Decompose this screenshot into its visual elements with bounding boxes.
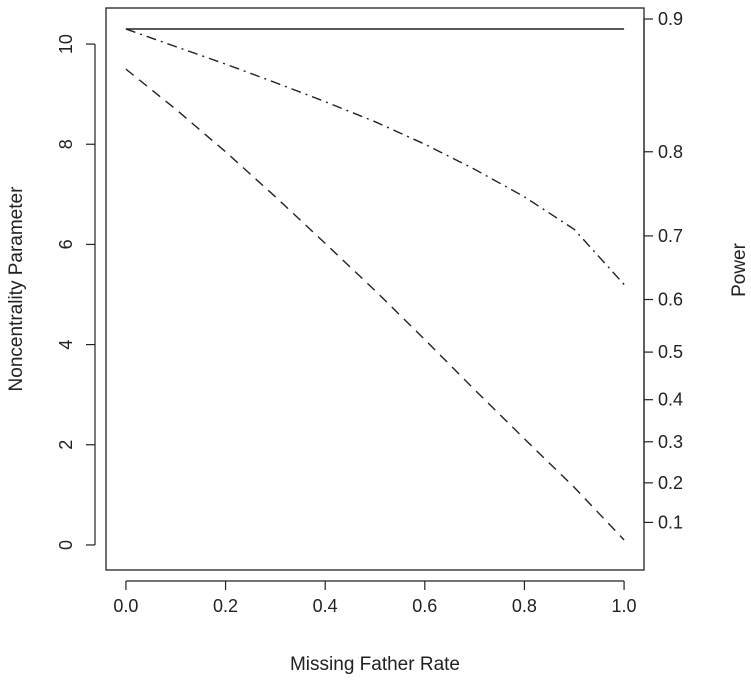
- x-tick-label: 0.4: [313, 596, 338, 616]
- y-tick-label: 4: [56, 340, 76, 350]
- right-tick-label: 0.1: [658, 512, 683, 532]
- y-tick-label: 10: [56, 34, 76, 54]
- x-axis-title: Missing Father Rate: [290, 654, 460, 675]
- x-tick-label: 0.0: [113, 596, 138, 616]
- right-tick-label: 0.2: [658, 473, 683, 493]
- x-tick-label: 0.6: [412, 596, 437, 616]
- y-tick-label: 2: [56, 440, 76, 450]
- right-tick-label: 0.5: [658, 342, 683, 362]
- x-tick-label: 0.8: [512, 596, 537, 616]
- right-tick-label: 0.4: [658, 390, 683, 410]
- dashed-series-line: [125, 68, 625, 541]
- series-layer: [125, 28, 625, 541]
- right-axis-title: Power: [729, 242, 750, 297]
- dashdot-series-line: [125, 28, 625, 285]
- right-tick-label: 0.3: [658, 432, 683, 452]
- y-tick-label: 0: [56, 540, 76, 550]
- right-tick-label: 0.9: [658, 9, 683, 29]
- right-tick-label: 0.8: [658, 142, 683, 162]
- y-tick-label: 8: [56, 139, 76, 149]
- y-tick-label: 6: [56, 239, 76, 249]
- right-tick-label: 0.7: [658, 226, 683, 246]
- axis-layer: 0.0 0.2 0.4 0.6 0.8 1.0 0 2 4 6 8 10 0.1 0.2 0.3 0.4 0.5…: [56, 9, 683, 616]
- right-tick-label: 0.6: [658, 290, 683, 310]
- y-axis-title: Noncentrality Parameter: [6, 186, 27, 392]
- x-tick-label: 1.0: [612, 596, 637, 616]
- x-tick-label: 0.2: [213, 596, 238, 616]
